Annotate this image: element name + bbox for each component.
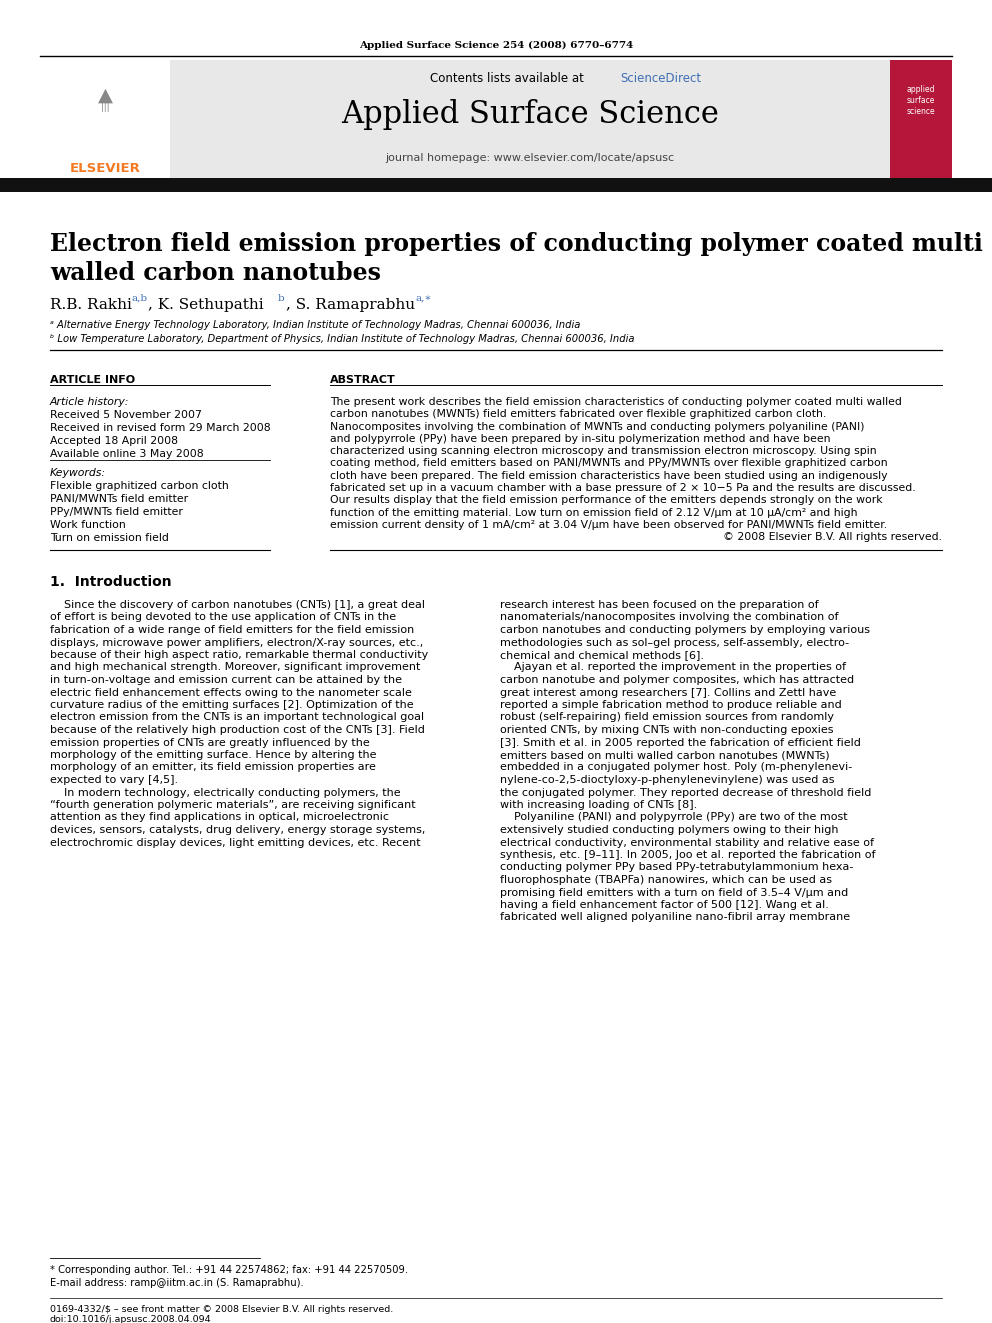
Text: 0169-4332/$ – see front matter © 2008 Elsevier B.V. All rights reserved.: 0169-4332/$ – see front matter © 2008 El… xyxy=(50,1304,393,1314)
Text: ARTICLE INFO: ARTICLE INFO xyxy=(50,374,135,385)
Bar xyxy=(40,60,170,191)
Bar xyxy=(170,60,890,191)
Text: b: b xyxy=(278,294,285,303)
Text: In modern technology, electrically conducting polymers, the: In modern technology, electrically condu… xyxy=(50,787,401,798)
Text: because of their high aspect ratio, remarkable thermal conductivity: because of their high aspect ratio, rema… xyxy=(50,650,429,660)
Text: electrochromic display devices, light emitting devices, etc. Recent: electrochromic display devices, light em… xyxy=(50,837,421,848)
Text: function of the emitting material. Low turn on emission field of 2.12 V/μm at 10: function of the emitting material. Low t… xyxy=(330,508,857,517)
Text: ▲: ▲ xyxy=(97,86,112,105)
Text: © 2008 Elsevier B.V. All rights reserved.: © 2008 Elsevier B.V. All rights reserved… xyxy=(723,532,942,542)
Text: Turn on emission field: Turn on emission field xyxy=(50,533,169,542)
Text: doi:10.1016/j.apsusc.2008.04.094: doi:10.1016/j.apsusc.2008.04.094 xyxy=(50,1315,211,1323)
Text: PANI/MWNTs field emitter: PANI/MWNTs field emitter xyxy=(50,493,188,504)
Text: PPy/MWNTs field emitter: PPy/MWNTs field emitter xyxy=(50,507,183,517)
Text: research interest has been focused on the preparation of: research interest has been focused on th… xyxy=(500,601,818,610)
Text: [3]. Smith et al. in 2005 reported the fabrication of efficient field: [3]. Smith et al. in 2005 reported the f… xyxy=(500,737,861,747)
Text: ABSTRACT: ABSTRACT xyxy=(330,374,396,385)
Text: carbon nanotubes (MWNTs) field emitters fabricated over flexible graphitized car: carbon nanotubes (MWNTs) field emitters … xyxy=(330,409,826,419)
Text: Electron field emission properties of conducting polymer coated multi: Electron field emission properties of co… xyxy=(50,232,983,255)
Text: characterized using scanning electron microscopy and transmission electron micro: characterized using scanning electron mi… xyxy=(330,446,877,456)
Text: attention as they find applications in optical, microelectronic: attention as they find applications in o… xyxy=(50,812,389,823)
Text: fabricated well aligned polyaniline nano-fibril array membrane: fabricated well aligned polyaniline nano… xyxy=(500,913,850,922)
Text: emission current density of 1 mA/cm² at 3.04 V/μm have been observed for PANI/MW: emission current density of 1 mA/cm² at … xyxy=(330,520,887,531)
Text: coating method, field emitters based on PANI/MWNTs and PPy/MWNTs over flexible g: coating method, field emitters based on … xyxy=(330,459,888,468)
Text: having a field enhancement factor of 500 [12]. Wang et al.: having a field enhancement factor of 500… xyxy=(500,900,829,910)
Text: Contents lists available at: Contents lists available at xyxy=(430,71,587,85)
Text: curvature radius of the emitting surfaces [2]. Optimization of the: curvature radius of the emitting surface… xyxy=(50,700,414,710)
Text: embedded in a conjugated polymer host. Poly (m-phenylenevi-: embedded in a conjugated polymer host. P… xyxy=(500,762,852,773)
Text: oriented CNTs, by mixing CNTs with non-conducting epoxies: oriented CNTs, by mixing CNTs with non-c… xyxy=(500,725,833,736)
Text: Polyaniline (PANI) and polypyrrole (PPy) are two of the most: Polyaniline (PANI) and polypyrrole (PPy)… xyxy=(500,812,847,823)
Text: electric field enhancement effects owing to the nanometer scale: electric field enhancement effects owing… xyxy=(50,688,412,697)
Text: Work function: Work function xyxy=(50,520,126,531)
Text: extensively studied conducting polymers owing to their high: extensively studied conducting polymers … xyxy=(500,826,838,835)
Text: Article history:: Article history: xyxy=(50,397,129,407)
Text: chemical and chemical methods [6].: chemical and chemical methods [6]. xyxy=(500,650,704,660)
Text: reported a simple fabrication method to produce reliable and: reported a simple fabrication method to … xyxy=(500,700,842,710)
Text: Applied Surface Science: Applied Surface Science xyxy=(341,99,719,131)
Text: and polypyrrole (PPy) have been prepared by in-situ polymerization method and ha: and polypyrrole (PPy) have been prepared… xyxy=(330,434,830,445)
Text: a,∗: a,∗ xyxy=(415,294,432,303)
Text: Ajayan et al. reported the improvement in the properties of: Ajayan et al. reported the improvement i… xyxy=(500,663,846,672)
Text: R.B. Rakhi: R.B. Rakhi xyxy=(50,298,132,312)
Text: , S. Ramaprabhu: , S. Ramaprabhu xyxy=(286,298,415,312)
Text: because of the relatively high production cost of the CNTs [3]. Field: because of the relatively high productio… xyxy=(50,725,425,736)
Text: Our results display that the field emission performance of the emitters depends : Our results display that the field emiss… xyxy=(330,495,883,505)
Text: in turn-on-voltage and emission current can be attained by the: in turn-on-voltage and emission current … xyxy=(50,675,402,685)
Text: walled carbon nanotubes: walled carbon nanotubes xyxy=(50,261,381,284)
Text: emission properties of CNTs are greatly influenced by the: emission properties of CNTs are greatly … xyxy=(50,737,370,747)
Text: great interest among researchers [7]. Collins and Zettl have: great interest among researchers [7]. Co… xyxy=(500,688,836,697)
Text: Flexible graphitized carbon cloth: Flexible graphitized carbon cloth xyxy=(50,482,229,491)
Text: of effort is being devoted to the use application of CNTs in the: of effort is being devoted to the use ap… xyxy=(50,613,396,623)
Text: E-mail address: ramp@iitm.ac.in (S. Ramaprabhu).: E-mail address: ramp@iitm.ac.in (S. Rama… xyxy=(50,1278,304,1289)
Text: ᵃ Alternative Energy Technology Laboratory, Indian Institute of Technology Madra: ᵃ Alternative Energy Technology Laborato… xyxy=(50,320,580,329)
Text: displays, microwave power amplifiers, electron/X-ray sources, etc.,: displays, microwave power amplifiers, el… xyxy=(50,638,424,647)
Text: Since the discovery of carbon nanotubes (CNTs) [1], a great deal: Since the discovery of carbon nanotubes … xyxy=(50,601,425,610)
Text: * Corresponding author. Tel.: +91 44 22574862; fax: +91 44 22570509.: * Corresponding author. Tel.: +91 44 225… xyxy=(50,1265,408,1275)
Text: Keywords:: Keywords: xyxy=(50,468,106,478)
Text: emitters based on multi walled carbon nanotubes (MWNTs): emitters based on multi walled carbon na… xyxy=(500,750,829,759)
Text: Applied Surface Science 254 (2008) 6770–6774: Applied Surface Science 254 (2008) 6770–… xyxy=(359,41,633,49)
Text: conducting polymer PPy based PPy-tetrabutylammonium hexa-: conducting polymer PPy based PPy-tetrabu… xyxy=(500,863,853,872)
Text: Accepted 18 April 2008: Accepted 18 April 2008 xyxy=(50,437,178,446)
Text: journal homepage: www.elsevier.com/locate/apsusc: journal homepage: www.elsevier.com/locat… xyxy=(386,153,675,163)
Text: Nanocomposites involving the combination of MWNTs and conducting polymers polyan: Nanocomposites involving the combination… xyxy=(330,422,864,431)
Text: Available online 3 May 2008: Available online 3 May 2008 xyxy=(50,448,203,459)
Text: with increasing loading of CNTs [8].: with increasing loading of CNTs [8]. xyxy=(500,800,697,810)
Text: expected to vary [4,5].: expected to vary [4,5]. xyxy=(50,775,179,785)
Text: fluorophosphate (TBAPFa) nanowires, which can be used as: fluorophosphate (TBAPFa) nanowires, whic… xyxy=(500,875,832,885)
Text: carbon nanotube and polymer composites, which has attracted: carbon nanotube and polymer composites, … xyxy=(500,675,854,685)
Text: carbon nanotubes and conducting polymers by employing various: carbon nanotubes and conducting polymers… xyxy=(500,624,870,635)
Text: nylene-co-2,5-dioctyloxy-p-phenylenevinylene) was used as: nylene-co-2,5-dioctyloxy-p-phenyleneviny… xyxy=(500,775,834,785)
Text: robust (self-repairing) field emission sources from randomly: robust (self-repairing) field emission s… xyxy=(500,713,834,722)
Text: promising field emitters with a turn on field of 3.5–4 V/μm and: promising field emitters with a turn on … xyxy=(500,888,848,897)
Text: a,b: a,b xyxy=(131,294,147,303)
Text: Received in revised form 29 March 2008: Received in revised form 29 March 2008 xyxy=(50,423,271,433)
Text: ScienceDirect: ScienceDirect xyxy=(620,71,701,85)
Text: synthesis, etc. [9–11]. In 2005, Joo et al. reported the fabrication of: synthesis, etc. [9–11]. In 2005, Joo et … xyxy=(500,849,876,860)
Text: morphology of the emitting surface. Hence by altering the: morphology of the emitting surface. Henc… xyxy=(50,750,377,759)
Text: electron emission from the CNTs is an important technological goal: electron emission from the CNTs is an im… xyxy=(50,713,425,722)
Text: cloth have been prepared. The field emission characteristics have been studied u: cloth have been prepared. The field emis… xyxy=(330,471,888,480)
Text: ELSEVIER: ELSEVIER xyxy=(69,161,141,175)
Text: methodologies such as sol–gel process, self-assembly, electro-: methodologies such as sol–gel process, s… xyxy=(500,638,849,647)
Text: ᵇ Low Temperature Laboratory, Department of Physics, Indian Institute of Technol: ᵇ Low Temperature Laboratory, Department… xyxy=(50,333,635,344)
Text: Received 5 November 2007: Received 5 November 2007 xyxy=(50,410,202,419)
Text: the conjugated polymer. They reported decrease of threshold field: the conjugated polymer. They reported de… xyxy=(500,787,871,798)
Text: and high mechanical strength. Moreover, significant improvement: and high mechanical strength. Moreover, … xyxy=(50,663,421,672)
Text: , K. Sethupathi: , K. Sethupathi xyxy=(148,298,264,312)
Text: electrical conductivity, environmental stability and relative ease of: electrical conductivity, environmental s… xyxy=(500,837,874,848)
Text: |||: ||| xyxy=(100,102,109,111)
Text: nanomaterials/nanocomposites involving the combination of: nanomaterials/nanocomposites involving t… xyxy=(500,613,838,623)
Text: fabrication of a wide range of field emitters for the field emission: fabrication of a wide range of field emi… xyxy=(50,624,415,635)
Text: 1.  Introduction: 1. Introduction xyxy=(50,576,172,589)
Text: The present work describes the field emission characteristics of conducting poly: The present work describes the field emi… xyxy=(330,397,902,407)
Bar xyxy=(890,60,952,191)
Text: applied
surface
science: applied surface science xyxy=(907,85,935,116)
Bar xyxy=(0,179,992,192)
Text: morphology of an emitter, its field emission properties are: morphology of an emitter, its field emis… xyxy=(50,762,376,773)
Text: devices, sensors, catalysts, drug delivery, energy storage systems,: devices, sensors, catalysts, drug delive… xyxy=(50,826,426,835)
Text: “fourth generation polymeric materials”, are receiving significant: “fourth generation polymeric materials”,… xyxy=(50,800,416,810)
Text: fabricated set up in a vacuum chamber with a base pressure of 2 × 10−5 Pa and th: fabricated set up in a vacuum chamber wi… xyxy=(330,483,916,493)
